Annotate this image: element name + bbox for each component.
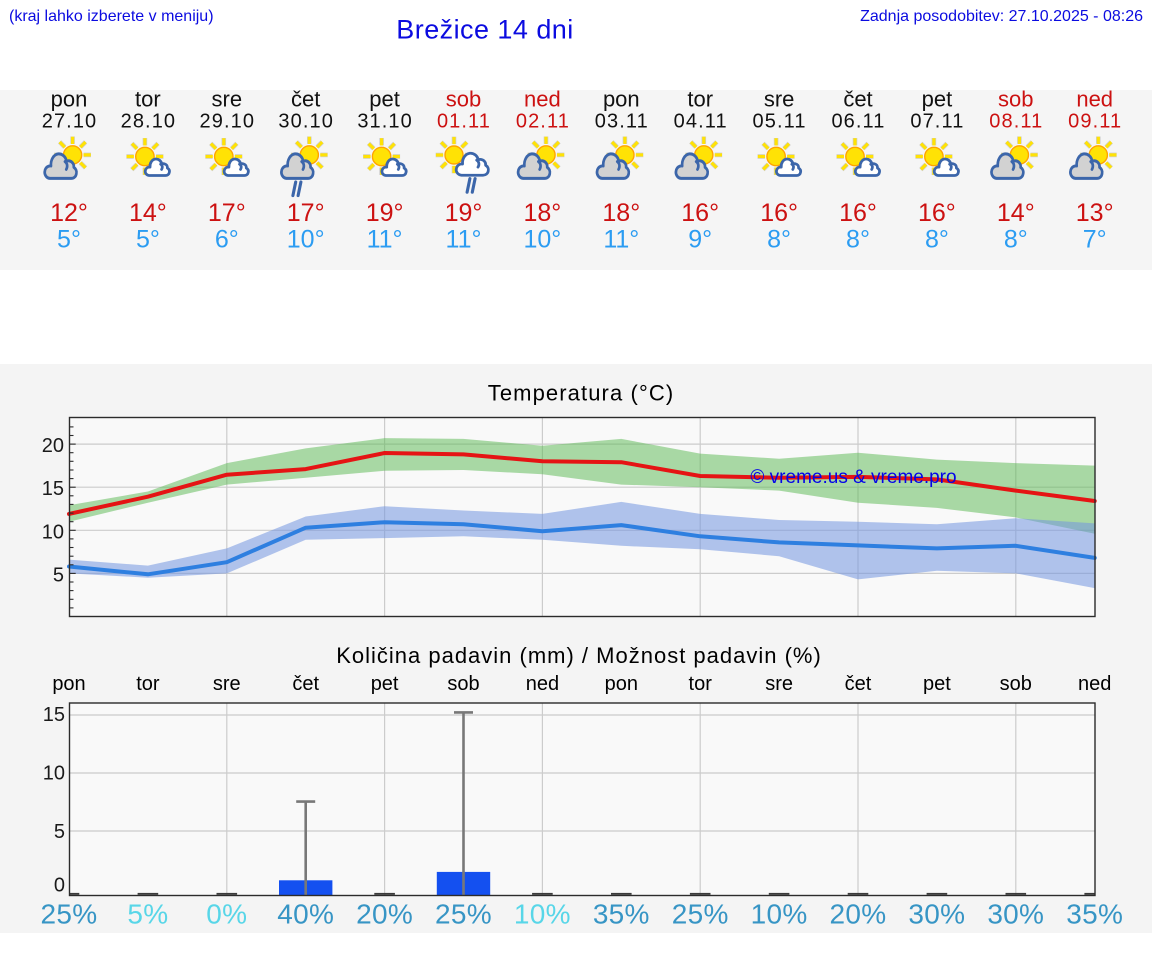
svg-text:ned: ned [524, 87, 561, 112]
svg-text:11°: 11° [603, 226, 639, 254]
svg-text:30%: 30% [987, 899, 1044, 930]
svg-text:31.10: 31.10 [357, 111, 413, 133]
svg-text:(kraj lahko izberete v meniju): (kraj lahko izberete v meniju) [9, 8, 214, 25]
svg-text:17°: 17° [287, 199, 325, 227]
svg-text:pon: pon [51, 87, 88, 112]
svg-text:tor: tor [135, 87, 161, 112]
svg-text:15: 15 [43, 704, 65, 726]
svg-text:ned: ned [1076, 87, 1113, 112]
svg-text:sob: sob [1000, 673, 1032, 695]
svg-text:8°: 8° [925, 226, 949, 254]
svg-text:10%: 10% [751, 899, 808, 930]
svg-text:10°: 10° [523, 226, 561, 254]
svg-text:sob: sob [447, 673, 479, 695]
svg-text:Brežice 14 dni: Brežice 14 dni [396, 15, 573, 45]
svg-text:čet: čet [843, 87, 872, 112]
svg-text:5%: 5% [127, 899, 168, 930]
svg-text:sob: sob [446, 87, 481, 112]
svg-text:09.11: 09.11 [1068, 111, 1122, 133]
svg-text:27.10: 27.10 [42, 111, 98, 133]
svg-text:8°: 8° [767, 226, 791, 254]
svg-text:15: 15 [42, 478, 64, 500]
svg-text:10%: 10% [514, 899, 571, 930]
svg-text:čet: čet [291, 87, 320, 112]
svg-text:pon: pon [603, 87, 640, 112]
svg-text:10: 10 [43, 762, 65, 784]
svg-text:11°: 11° [367, 226, 403, 254]
svg-text:25%: 25% [435, 899, 492, 930]
svg-text:11°: 11° [446, 226, 482, 254]
svg-text:5°: 5° [57, 226, 81, 254]
svg-text:16°: 16° [839, 199, 877, 227]
svg-text:14°: 14° [997, 199, 1035, 227]
svg-text:ned: ned [1078, 673, 1111, 695]
svg-text:04.11: 04.11 [674, 111, 728, 133]
svg-text:29.10: 29.10 [200, 111, 256, 133]
svg-text:sob: sob [998, 87, 1033, 112]
svg-text:30%: 30% [908, 899, 965, 930]
svg-text:18°: 18° [602, 199, 640, 227]
svg-text:čet: čet [845, 673, 872, 695]
svg-text:30.10: 30.10 [278, 111, 334, 133]
svg-text:čet: čet [292, 673, 319, 695]
svg-text:8°: 8° [1004, 226, 1028, 254]
svg-text:17°: 17° [208, 199, 246, 227]
svg-text:pon: pon [52, 673, 85, 695]
svg-text:18°: 18° [523, 199, 561, 227]
svg-text:0%: 0% [206, 899, 247, 930]
svg-text:06.11: 06.11 [831, 111, 885, 133]
svg-text:sre: sre [213, 673, 241, 695]
svg-text:03.11: 03.11 [595, 111, 649, 133]
svg-text:sre: sre [765, 673, 793, 695]
svg-text:tor: tor [687, 87, 713, 112]
svg-text:19°: 19° [366, 199, 404, 227]
svg-text:9°: 9° [688, 226, 712, 254]
svg-text:7°: 7° [1083, 226, 1107, 254]
svg-text:14°: 14° [129, 199, 167, 227]
svg-text:13°: 13° [1076, 199, 1114, 227]
svg-text:pet: pet [922, 87, 953, 112]
svg-text:Temperatura (°C): Temperatura (°C) [488, 381, 675, 406]
svg-text:6°: 6° [215, 226, 239, 254]
svg-text:40%: 40% [277, 899, 334, 930]
svg-text:02.11: 02.11 [516, 111, 570, 133]
svg-text:16°: 16° [760, 199, 798, 227]
svg-text:12°: 12° [50, 199, 88, 227]
svg-text:Zadnja posodobitev: 27.10.2025: Zadnja posodobitev: 27.10.2025 - 08:26 [860, 8, 1143, 25]
svg-text:07.11: 07.11 [910, 111, 964, 133]
svg-text:Količina padavin (mm) / Možnos: Količina padavin (mm) / Možnost padavin … [336, 643, 822, 668]
svg-text:25%: 25% [672, 899, 729, 930]
svg-text:sre: sre [764, 87, 795, 112]
svg-text:16°: 16° [918, 199, 956, 227]
svg-text:0: 0 [54, 874, 65, 896]
svg-text:© vreme.us & vreme.pro: © vreme.us & vreme.pro [750, 467, 956, 488]
svg-text:01.11: 01.11 [437, 111, 491, 133]
svg-text:pet: pet [371, 673, 399, 695]
svg-text:25%: 25% [41, 899, 98, 930]
svg-text:pon: pon [605, 673, 638, 695]
svg-text:20%: 20% [356, 899, 413, 930]
svg-text:35%: 35% [593, 899, 650, 930]
svg-text:5: 5 [54, 821, 65, 843]
svg-text:28.10: 28.10 [121, 111, 177, 133]
svg-text:10°: 10° [287, 226, 325, 254]
svg-text:10: 10 [42, 521, 64, 543]
svg-text:20: 20 [42, 435, 64, 457]
svg-text:19°: 19° [445, 199, 483, 227]
svg-text:35%: 35% [1066, 899, 1123, 930]
svg-text:tor: tor [136, 673, 160, 695]
svg-text:5°: 5° [136, 226, 160, 254]
svg-text:05.11: 05.11 [753, 111, 807, 133]
svg-text:ned: ned [526, 673, 559, 695]
svg-text:pet: pet [923, 673, 951, 695]
svg-text:sre: sre [212, 87, 243, 112]
svg-text:8°: 8° [846, 226, 870, 254]
svg-text:pet: pet [369, 87, 400, 112]
svg-text:5: 5 [53, 564, 64, 586]
svg-text:08.11: 08.11 [989, 111, 1043, 133]
svg-text:tor: tor [689, 673, 713, 695]
svg-text:16°: 16° [681, 199, 719, 227]
svg-text:20%: 20% [830, 899, 887, 930]
